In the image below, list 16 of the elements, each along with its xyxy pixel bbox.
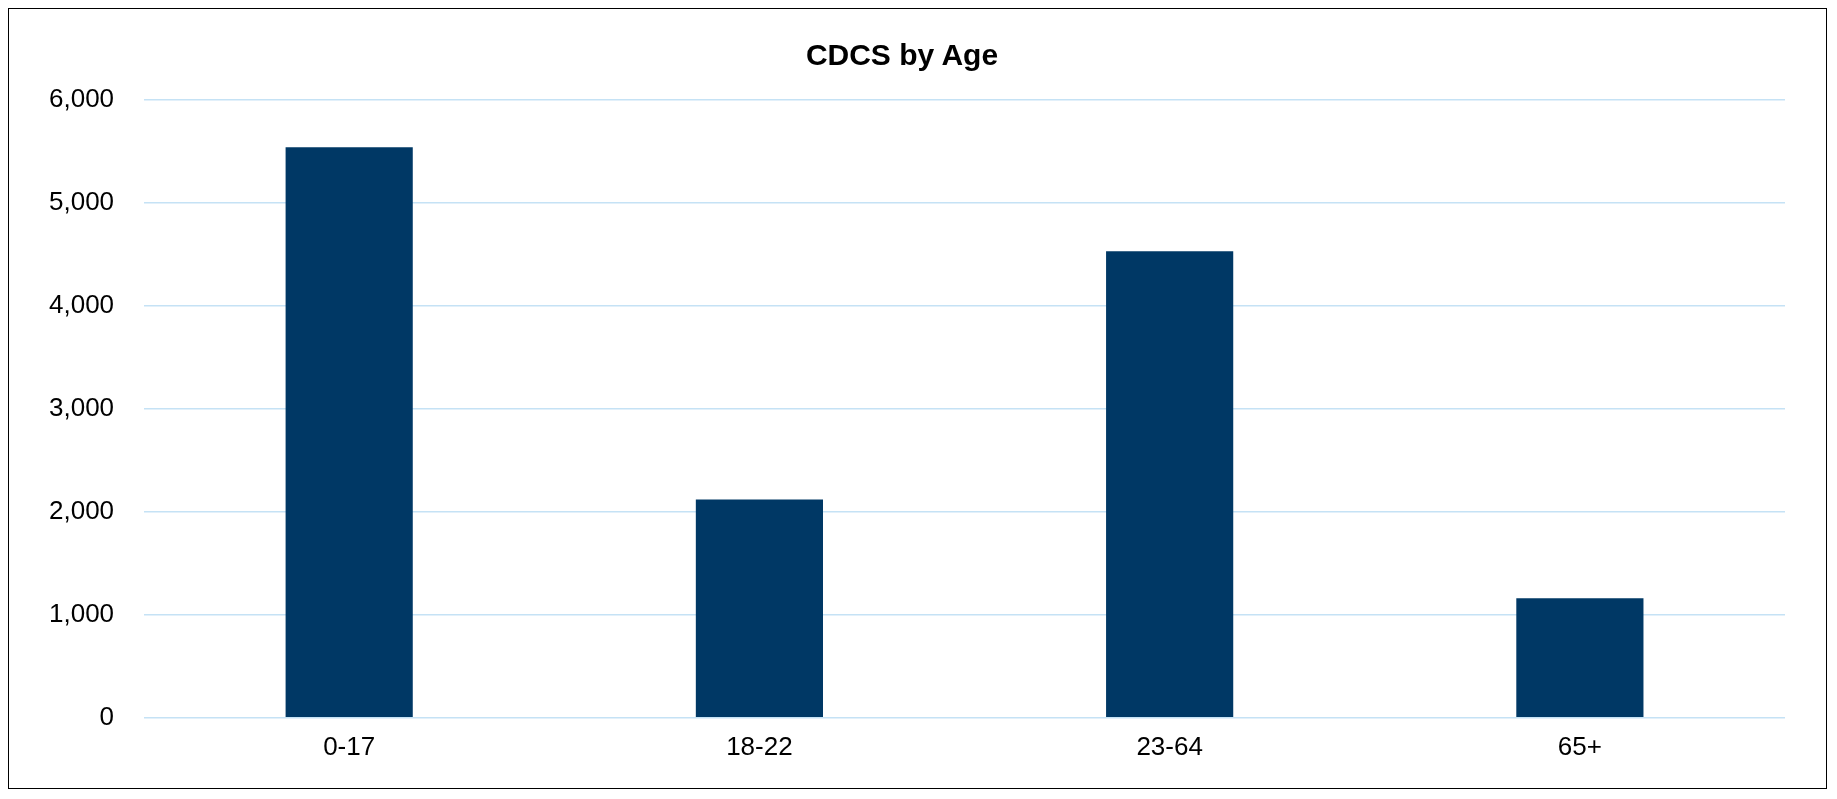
y-tick-label: 6,000 <box>48 83 115 114</box>
y-tick-label: 2,000 <box>48 495 115 526</box>
y-tick-label: 4,000 <box>48 289 115 320</box>
bar <box>695 499 823 718</box>
x-tick-label: 0-17 <box>323 730 376 761</box>
bar <box>285 147 413 718</box>
chart-title: CDCS by Age <box>805 38 999 72</box>
x-tick-label: 65+ <box>1557 730 1602 761</box>
y-tick-label: 3,000 <box>48 392 115 423</box>
y-tick-label: 5,000 <box>48 186 115 217</box>
bar <box>1516 598 1644 718</box>
x-tick-label: 18-22 <box>726 730 793 761</box>
x-tick-label: 23-64 <box>1136 730 1203 761</box>
y-tick-label: 0 <box>99 700 115 731</box>
y-tick-label: 1,000 <box>48 598 115 629</box>
bar <box>1106 251 1234 718</box>
